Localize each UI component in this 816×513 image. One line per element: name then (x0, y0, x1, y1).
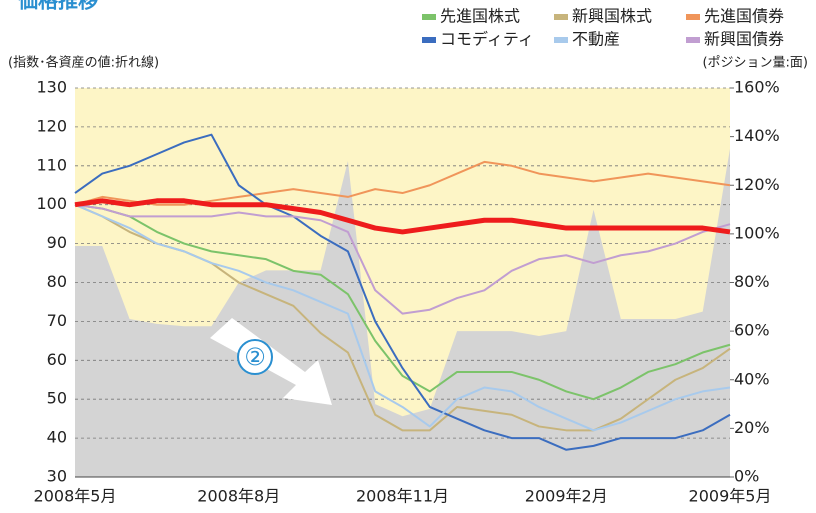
y2-axis-label: (ポジション量:面) (702, 56, 808, 71)
y2-tick-label: 20% (734, 418, 770, 437)
series-line (74, 160, 731, 206)
y-tick-label: 70 (47, 311, 67, 330)
legend-label: 新興国株式 (572, 7, 652, 26)
y2-tick-label: 120% (734, 175, 780, 194)
y-tick-label: 120 (36, 116, 67, 135)
y2-tick-label: 60% (734, 321, 770, 340)
y2-tick-label: 0% (734, 467, 759, 486)
x-tick-label: 2008年11月 (356, 487, 449, 506)
x-tick-label: 2009年2月 (525, 487, 608, 506)
y-tick-label: 90 (47, 233, 67, 252)
legend-swatch (554, 37, 568, 43)
y-tick-label: 40 (47, 428, 67, 447)
x-tick-label: 2008年8月 (197, 487, 280, 506)
series-line (74, 198, 731, 235)
legend-label: コモディティ (440, 30, 534, 49)
y2-tick-label: 160% (734, 78, 780, 97)
y-tick-label: 60 (47, 350, 67, 369)
annotation-circle (237, 339, 273, 375)
y-tick-label: 30 (47, 467, 67, 486)
legend-label: 新興国債券 (704, 30, 784, 49)
chart-title: 価格推移 (17, 0, 98, 13)
legend-swatch (554, 14, 568, 20)
legend-swatch (686, 14, 700, 20)
y-tick-label: 110 (36, 155, 67, 174)
y2-tick-label: 140% (734, 126, 780, 145)
y2-tick-label: 40% (734, 369, 770, 388)
legend-swatch (422, 37, 436, 43)
y-tick-label: 80 (47, 272, 67, 291)
legend-label: 先進国債券 (704, 7, 784, 26)
x-tick-label: 2008年5月 (34, 487, 117, 506)
series-line (74, 203, 731, 432)
series-line (74, 203, 731, 401)
series-line (74, 133, 731, 451)
legend-swatch (422, 14, 436, 20)
series-line (74, 203, 731, 315)
y2-tick-label: 100% (734, 223, 780, 242)
y-tick-label: 50 (47, 389, 67, 408)
legend-label: 先進国株式 (440, 7, 520, 26)
y-tick-label: 100 (36, 194, 67, 213)
annotation: ② (244, 343, 266, 371)
y-axis-label: (指数･各資産の値:折れ線) (8, 55, 159, 71)
x-tick-label: 2009年5月 (689, 487, 772, 506)
legend-label: 不動産 (572, 30, 620, 49)
legend-swatch (686, 37, 700, 43)
y-tick-label: 130 (36, 78, 67, 97)
position-area (75, 148, 730, 477)
y2-tick-label: 80% (734, 272, 770, 291)
